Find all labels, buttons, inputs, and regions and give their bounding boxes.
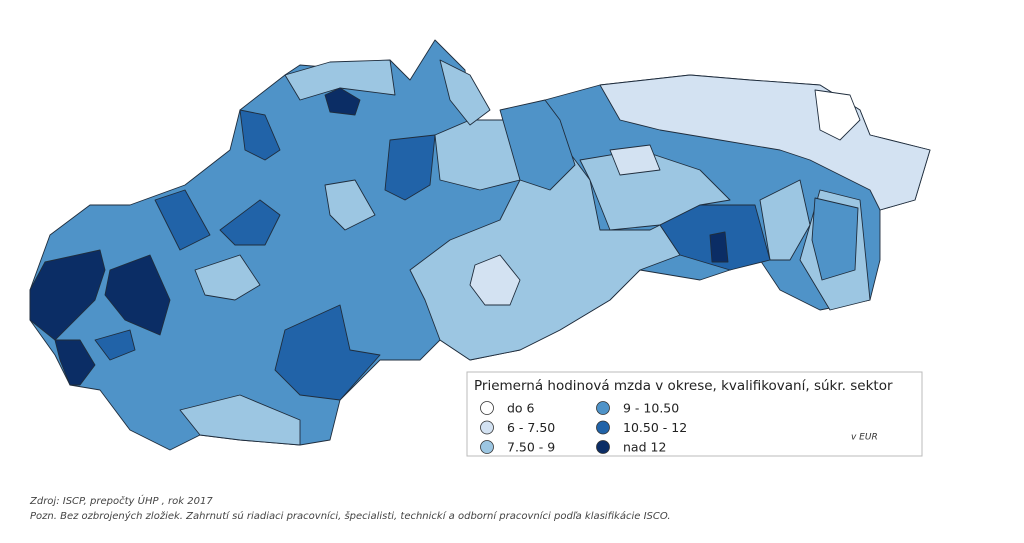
legend-swatch — [480, 420, 494, 435]
legend-label: 6 - 7.50 — [507, 420, 555, 435]
note: Pozn. Bez ozbrojených zložiek. Zahrnutí … — [30, 510, 671, 522]
district — [609, 144, 661, 176]
legend: Priemerná hodinová mzda v okrese, kvalif… — [466, 371, 923, 457]
district — [469, 254, 521, 306]
district — [409, 119, 681, 361]
legend-label: nad 12 — [623, 440, 666, 455]
district — [814, 89, 861, 141]
district-map — [29, 39, 931, 451]
legend-swatch — [480, 401, 494, 415]
district — [384, 134, 436, 201]
district — [439, 59, 491, 126]
district — [811, 197, 859, 281]
district — [499, 99, 576, 191]
legend-swatch — [596, 440, 610, 454]
district — [324, 179, 376, 231]
district — [759, 179, 811, 261]
district — [54, 339, 96, 386]
legend-unit: v EUR — [851, 433, 878, 443]
district — [154, 189, 211, 251]
district — [94, 329, 136, 361]
legend-label: 9 - 10.50 — [623, 401, 679, 416]
district — [29, 249, 106, 341]
legend-swatch — [596, 420, 610, 435]
legend-label: 7.50 - 9 — [507, 440, 555, 455]
district — [194, 254, 261, 301]
district — [219, 199, 281, 246]
legend-box — [466, 371, 923, 457]
district — [239, 109, 281, 161]
legend-swatch — [480, 440, 494, 454]
source: Zdroj: ISCP, prepočty ÚHP , rok 2017 — [29, 494, 213, 507]
district — [179, 394, 301, 446]
legend-title: Priemerná hodinová mzda v okrese, kvalif… — [474, 378, 893, 394]
district — [709, 231, 729, 263]
district — [104, 254, 171, 336]
legend-items: do 6 6 - 7.50 7.50 - 9 9 - 10.50 10.50 - 12 n… — [480, 401, 687, 455]
district — [274, 304, 381, 401]
legend-swatch — [596, 401, 610, 415]
legend-label: do 6 — [507, 401, 535, 416]
district — [324, 87, 361, 116]
district — [284, 59, 396, 101]
legend-label: 10.50 - 12 — [623, 420, 687, 435]
